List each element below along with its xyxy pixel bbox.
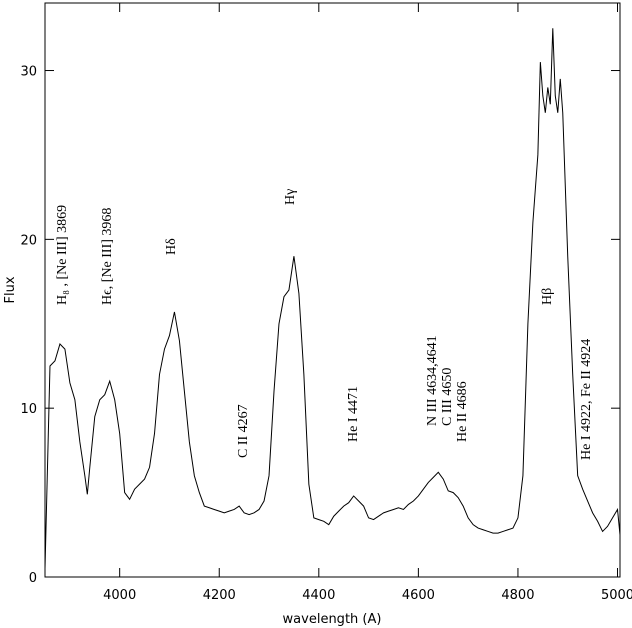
x-tick-label: 4400 xyxy=(302,588,335,603)
x-tick-label: 4800 xyxy=(501,588,534,603)
plot-frame xyxy=(44,2,621,578)
y-tick-label: 20 xyxy=(20,233,37,248)
annotation: Hϵ, [Ne III] 3968 xyxy=(100,208,115,305)
annotation: Hδ xyxy=(164,238,179,255)
y-tick-label: 0 xyxy=(29,571,37,586)
annotation: Hβ xyxy=(540,288,555,305)
annotation: H₈ , [Ne III] 3869 xyxy=(55,205,70,305)
annotation: He II 4686 xyxy=(455,381,470,442)
annotation: He I 4922, Fe II 4924 xyxy=(579,339,594,460)
y-tick-label: 30 xyxy=(20,65,37,80)
annotation: C II 4267 xyxy=(236,404,251,458)
annotation: C III 4650 xyxy=(440,368,455,426)
spectrum-line xyxy=(44,28,621,569)
x-tick-label: 4600 xyxy=(402,588,435,603)
annotation: Hγ xyxy=(283,189,298,205)
annotation: He I 4471 xyxy=(346,386,361,442)
y-axis-label: Flux xyxy=(3,276,18,303)
x-tick-label: 4000 xyxy=(103,588,136,603)
x-axis-label: wavelength (A) xyxy=(283,612,382,627)
x-tick-label: 4200 xyxy=(203,588,236,603)
y-tick-label: 10 xyxy=(20,402,37,417)
annotation: N III 4634,4641 xyxy=(425,335,440,426)
x-tick-label: 5000 xyxy=(601,588,632,603)
